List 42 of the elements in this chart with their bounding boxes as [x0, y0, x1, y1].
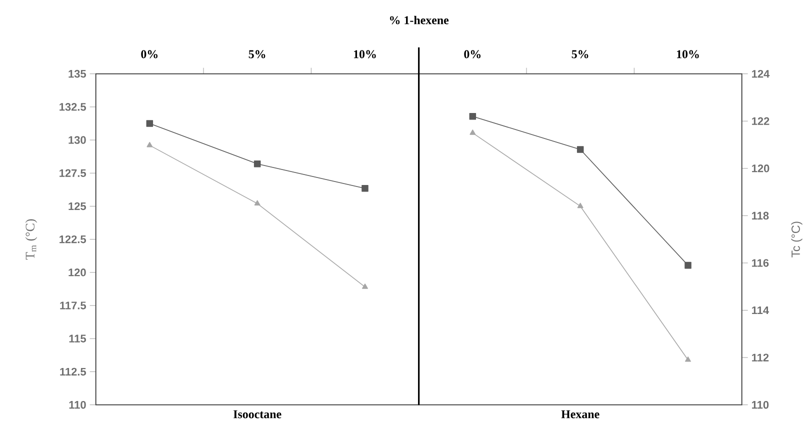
x-tick-label: 10%	[677, 50, 699, 58]
y-axis-title: T$_{m}$ (°C)	[25, 219, 38, 260]
chart-title: % 1-hexene	[390, 16, 449, 24]
y-tick-label: 112.5	[60, 368, 86, 376]
point	[684, 262, 692, 269]
point	[146, 142, 153, 148]
point	[254, 160, 261, 168]
point	[469, 112, 476, 120]
point	[576, 146, 584, 153]
y-tick-label: 115	[69, 334, 86, 342]
point	[470, 130, 476, 135]
y2-tick-label: 122	[752, 117, 770, 125]
y-tick-label: 117.5	[60, 302, 86, 310]
x-tick-label: 0%	[464, 50, 481, 58]
y-tick-label: 127.5	[60, 169, 86, 177]
y-tick-label: 122.5	[60, 235, 86, 244]
y2-tick-label: 114	[752, 306, 769, 314]
point	[254, 200, 260, 206]
y2-tick-label: 124	[752, 70, 770, 78]
y-tick-label: 120	[68, 268, 86, 276]
point	[362, 184, 368, 192]
y2-tick-label: 116	[752, 259, 769, 267]
x-tick-label: 10%	[354, 50, 376, 58]
y-tick-label: 110	[69, 400, 86, 409]
y2-tick-label: 118	[752, 212, 769, 220]
point	[146, 120, 154, 127]
x-tick-label: 5%	[572, 50, 588, 58]
y-tick-label: 125	[68, 202, 86, 210]
point	[577, 202, 584, 208]
x-axis-title: Hexane	[561, 410, 600, 418]
y-tick-label: 135	[68, 70, 86, 78]
y2-tick-label: 110	[752, 400, 769, 409]
x-tick-label: 0%	[141, 50, 158, 58]
y2-tick-label: 120	[752, 164, 770, 172]
y-tick-label: 132.5	[60, 103, 86, 111]
y-tick-label: 130	[68, 136, 86, 144]
x-axis-title: Isooctane	[233, 410, 282, 418]
point	[685, 356, 691, 362]
y2-axis-title: Tc (°C)	[791, 222, 802, 258]
y2-tick-label: 112	[752, 354, 769, 362]
point	[362, 284, 368, 289]
x-tick-label: 5%	[248, 50, 266, 58]
